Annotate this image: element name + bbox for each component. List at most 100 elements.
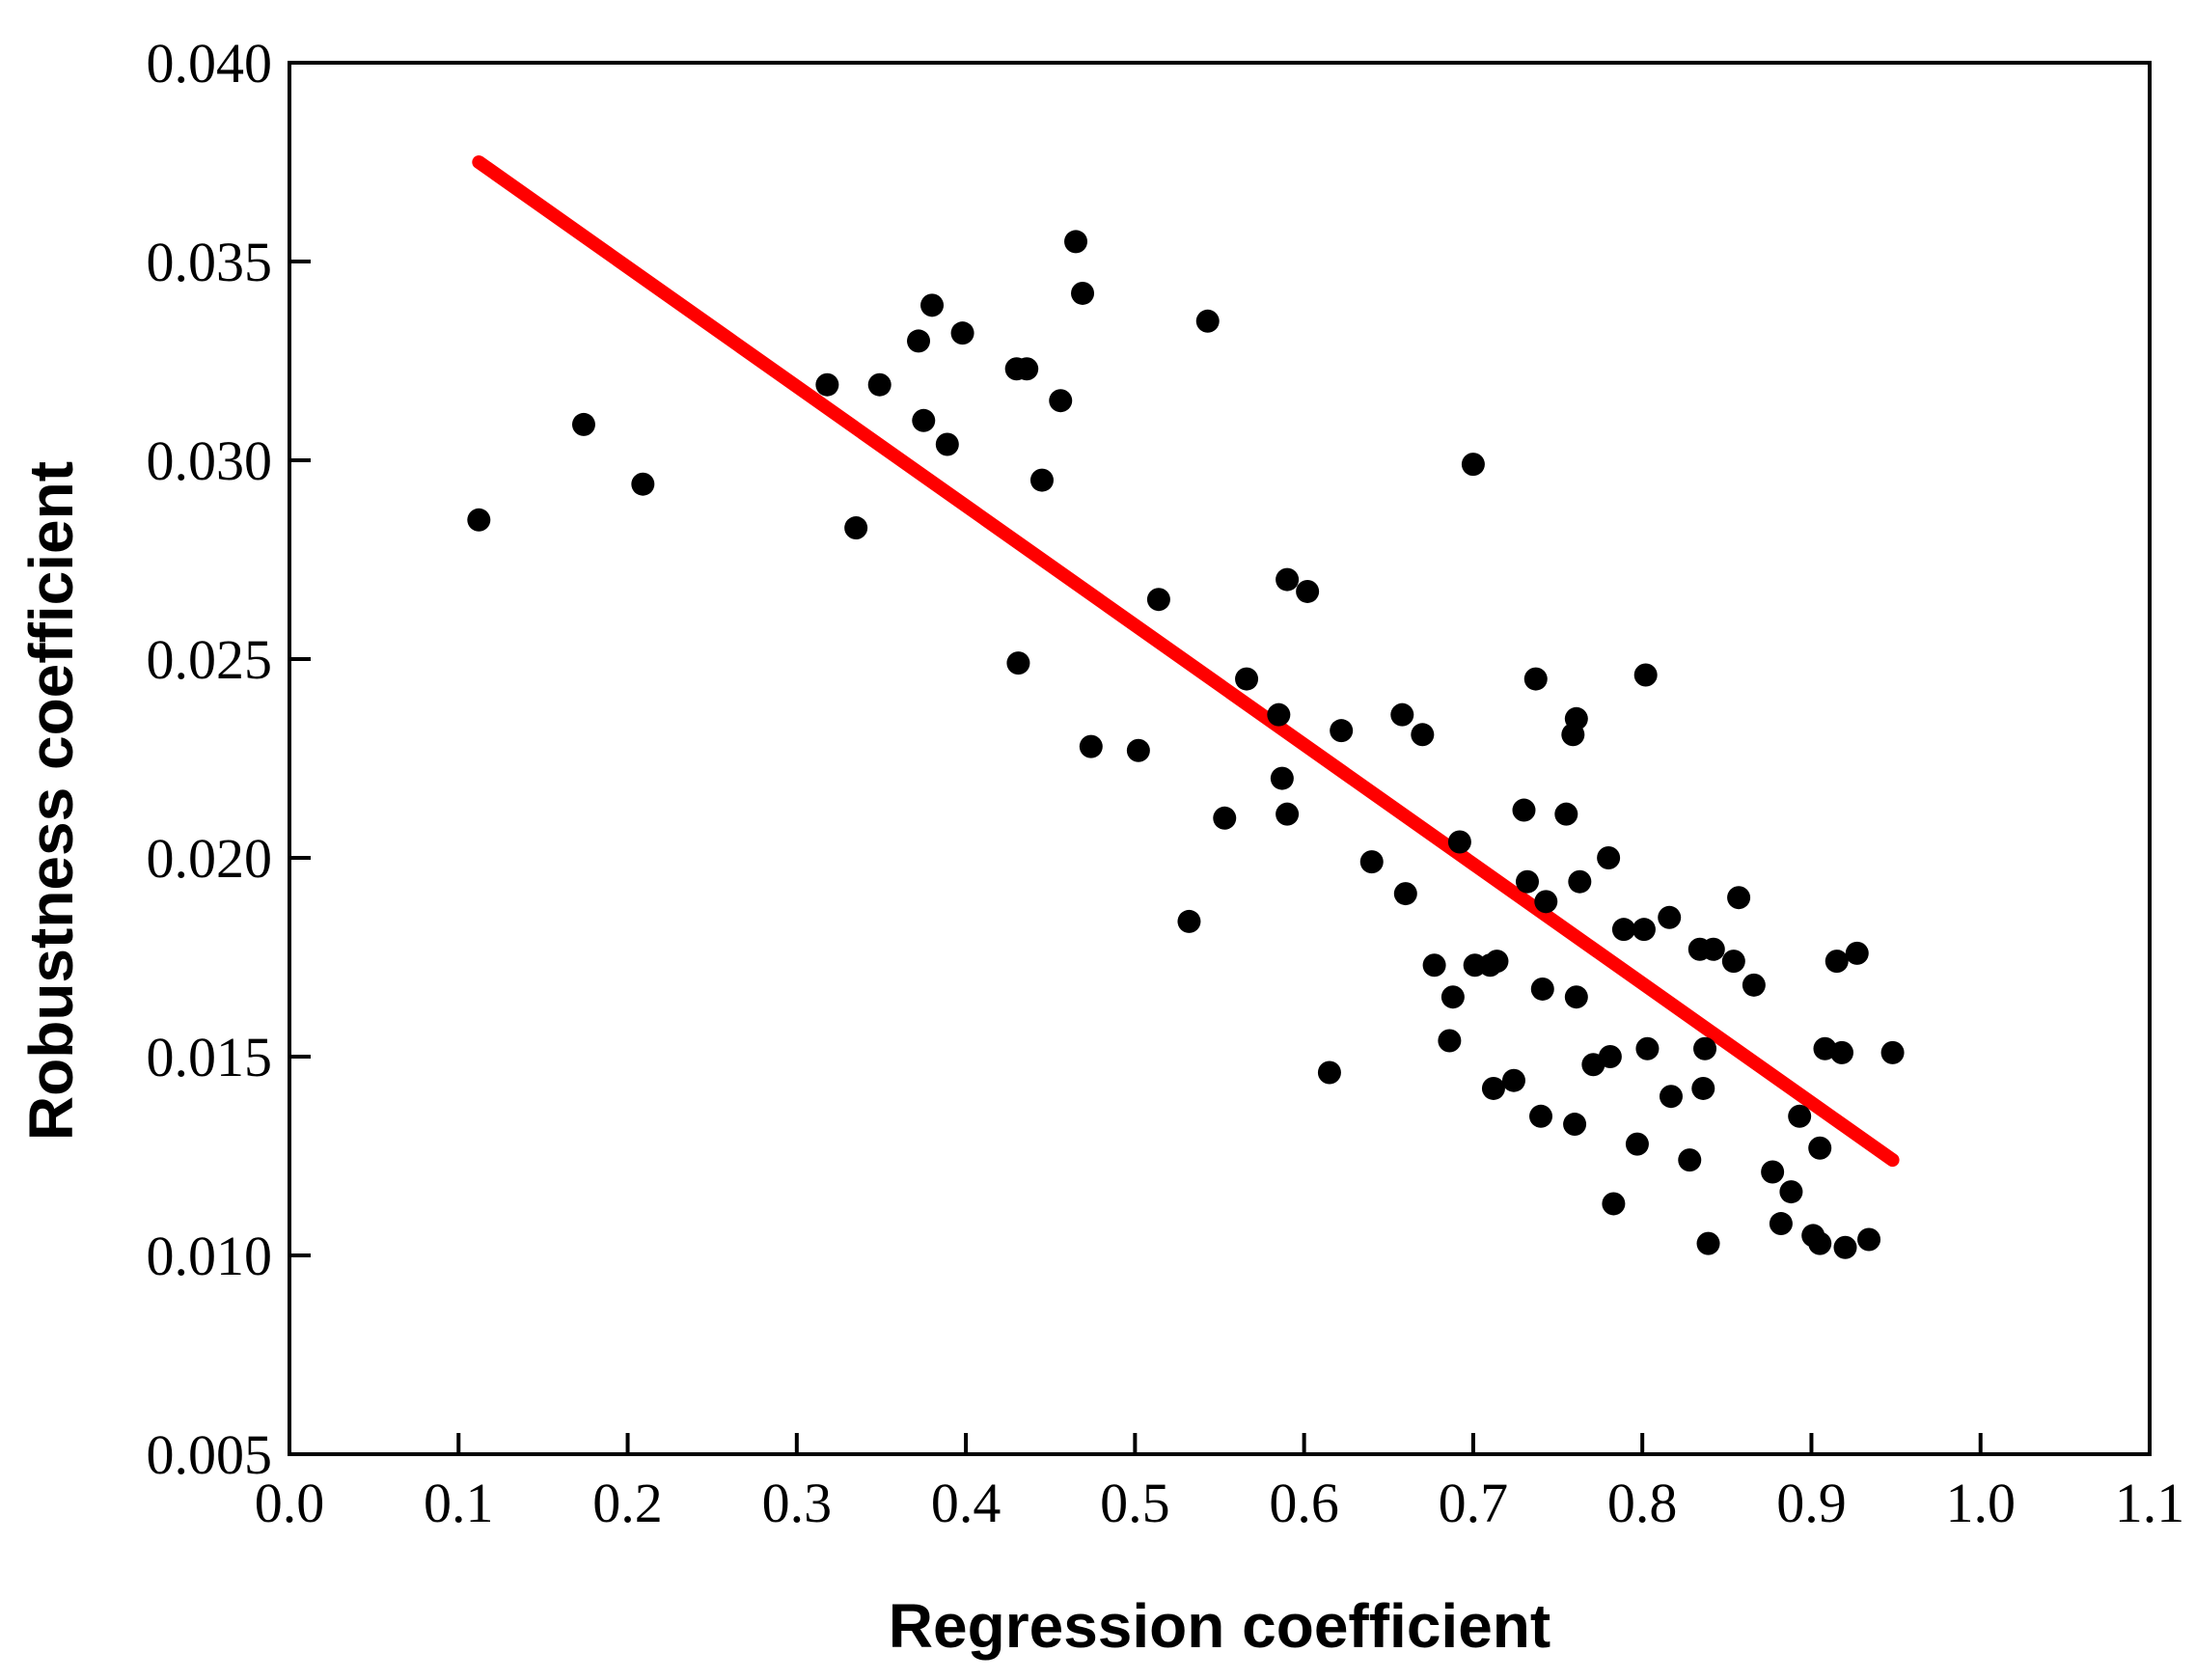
data-point	[1602, 1192, 1626, 1216]
data-point	[1079, 734, 1103, 758]
data-point	[1029, 468, 1054, 492]
data-point	[1659, 1085, 1683, 1109]
y-tick-label: 0.035	[147, 231, 273, 293]
y-tick-label: 0.020	[147, 827, 273, 890]
data-point	[1727, 886, 1751, 910]
y-axis-ticks: 0.005 0.010 0.015 0.020 0.025 0.030 0.035 0.040	[147, 32, 311, 1486]
data-point	[1857, 1227, 1881, 1252]
data-point	[1501, 1068, 1525, 1092]
y-tick-label: 0.030	[147, 429, 273, 492]
data-point	[1393, 882, 1417, 906]
x-tick-label: 0.6	[1269, 1472, 1339, 1534]
data-point	[1422, 953, 1446, 978]
data-point	[1769, 1212, 1793, 1236]
data-point	[1721, 950, 1745, 974]
data-point	[1146, 588, 1170, 612]
data-point	[1825, 950, 1849, 974]
data-point	[1808, 1231, 1832, 1255]
data-point	[1788, 1104, 1812, 1128]
x-tick-label: 0.7	[1439, 1472, 1509, 1534]
data-point	[950, 321, 974, 345]
data-point	[935, 432, 959, 456]
data-point	[1481, 1076, 1505, 1100]
data-point	[1625, 1132, 1649, 1156]
y-axis-title: Robustness coefficient	[16, 461, 86, 1141]
x-tick-label: 1.0	[1945, 1472, 2016, 1534]
data-point	[1126, 738, 1150, 762]
data-point	[1742, 973, 1766, 997]
data-point	[1049, 389, 1073, 413]
data-point	[1270, 766, 1294, 790]
data-point	[1678, 1148, 1702, 1172]
x-tick-label: 0.9	[1776, 1472, 1847, 1534]
trend-line-group	[472, 155, 1900, 1168]
data-point	[631, 472, 655, 496]
data-point	[1523, 667, 1548, 691]
x-axis-ticks: 0.0 0.1 0.2 0.3 0.4 0.5 0.6 0.7 0.8 0.9 1.0 1.1	[255, 1433, 2185, 1534]
data-point	[1880, 1040, 1905, 1064]
x-tick-label: 0.5	[1100, 1472, 1170, 1534]
data-point	[1411, 723, 1435, 747]
data-point	[1276, 802, 1300, 826]
data-point	[1330, 719, 1354, 743]
data-point	[815, 372, 839, 397]
x-tick-label: 0.2	[592, 1472, 663, 1534]
data-point	[1761, 1160, 1785, 1184]
data-point	[1485, 950, 1509, 974]
data-point	[1461, 453, 1485, 477]
y-tick-label: 0.005	[147, 1423, 273, 1486]
data-point	[844, 516, 868, 540]
data-point	[1658, 905, 1682, 929]
data-point	[867, 372, 892, 397]
x-axis-title: Regression coefficient	[889, 1591, 1550, 1661]
x-tick-label: 0.4	[931, 1472, 1001, 1534]
data-point	[1830, 1040, 1854, 1064]
data-point	[1693, 1036, 1717, 1060]
data-point	[912, 408, 936, 432]
data-point	[1447, 830, 1471, 854]
data-point	[1701, 937, 1725, 961]
data-point	[1195, 309, 1220, 333]
data-point	[1833, 1235, 1857, 1259]
x-tick-label: 0.0	[255, 1472, 325, 1534]
data-point	[1359, 850, 1384, 874]
plot-frame	[288, 61, 2152, 1456]
data-point	[1597, 846, 1621, 869]
data-point	[920, 293, 945, 317]
trend-line	[472, 155, 1900, 1168]
data-point	[1633, 663, 1658, 687]
data-point	[1006, 651, 1030, 675]
data-point	[1568, 869, 1592, 894]
data-point	[1598, 1045, 1622, 1068]
data-point	[1071, 281, 1095, 305]
data-point	[1529, 1104, 1553, 1128]
data-point	[1779, 1180, 1803, 1204]
data-point	[1515, 869, 1539, 894]
scatter-points	[467, 230, 1905, 1259]
x-tick-label: 0.3	[762, 1472, 833, 1534]
data-point	[467, 508, 491, 532]
data-point	[1317, 1060, 1341, 1085]
data-point	[1177, 909, 1201, 933]
data-point	[571, 412, 595, 436]
data-point	[1276, 567, 1300, 592]
data-point	[1015, 357, 1039, 381]
y-tick-label: 0.015	[147, 1026, 273, 1088]
data-point	[1563, 1113, 1587, 1137]
data-point	[1438, 1029, 1462, 1053]
data-point	[1064, 230, 1088, 254]
data-point	[1696, 1231, 1720, 1255]
data-point	[1564, 985, 1588, 1009]
data-point	[1564, 706, 1588, 730]
data-point	[1554, 802, 1578, 826]
data-point	[1632, 918, 1656, 942]
data-point	[1808, 1136, 1832, 1160]
data-point	[1440, 985, 1465, 1009]
data-point	[1845, 941, 1869, 965]
x-tick-label: 1.1	[2115, 1472, 2185, 1534]
x-tick-label: 0.1	[424, 1472, 494, 1534]
data-point	[1390, 702, 1414, 727]
y-tick-label: 0.025	[147, 628, 273, 691]
y-tick-label: 0.010	[147, 1225, 273, 1287]
